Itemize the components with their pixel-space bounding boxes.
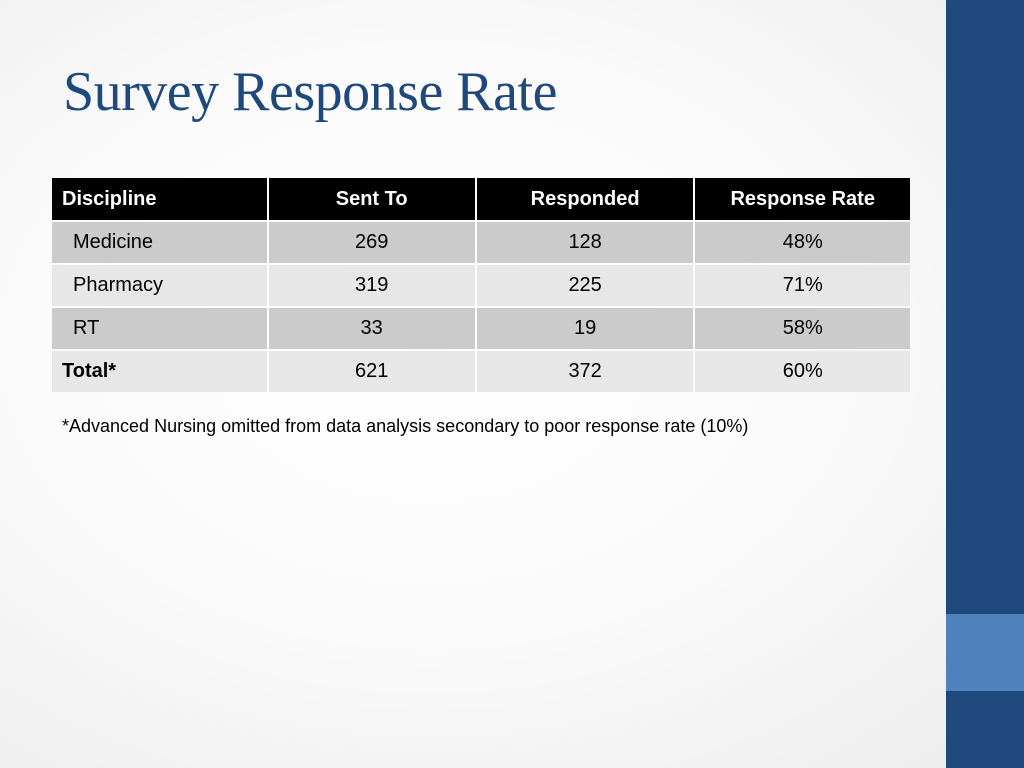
cell-response-rate: 71% bbox=[695, 265, 910, 306]
header-sent-to: Sent To bbox=[268, 178, 475, 220]
table-row: RT 33 19 58% bbox=[52, 308, 910, 349]
slide-title: Survey Response Rate bbox=[63, 61, 557, 123]
cell-responded: 19 bbox=[476, 308, 694, 349]
cell-sent-to: 269 bbox=[268, 222, 475, 263]
header-responded: Responded bbox=[476, 178, 694, 220]
cell-discipline-total: Total* bbox=[52, 351, 267, 392]
cell-discipline: Pharmacy bbox=[52, 265, 267, 306]
cell-responded: 225 bbox=[476, 265, 694, 306]
header-response-rate: Response Rate bbox=[695, 178, 910, 220]
cell-sent-to: 319 bbox=[268, 265, 475, 306]
table-row-total: Total* 621 372 60% bbox=[52, 351, 910, 392]
cell-response-rate: 48% bbox=[695, 222, 910, 263]
table-header-row: Discipline Sent To Responded Response Ra… bbox=[52, 178, 910, 220]
cell-response-rate: 58% bbox=[695, 308, 910, 349]
response-rate-table: Discipline Sent To Responded Response Ra… bbox=[50, 176, 912, 394]
cell-response-rate: 60% bbox=[695, 351, 910, 392]
cell-sent-to: 621 bbox=[268, 351, 475, 392]
cell-discipline: Medicine bbox=[52, 222, 267, 263]
table-row: Medicine 269 128 48% bbox=[52, 222, 910, 263]
footnote: *Advanced Nursing omitted from data anal… bbox=[62, 416, 749, 436]
sidebar-accent-block bbox=[946, 614, 1024, 691]
table-row: Pharmacy 319 225 71% bbox=[52, 265, 910, 306]
cell-sent-to: 33 bbox=[268, 308, 475, 349]
cell-responded: 128 bbox=[476, 222, 694, 263]
header-discipline: Discipline bbox=[52, 178, 267, 220]
cell-discipline: RT bbox=[52, 308, 267, 349]
cell-responded: 372 bbox=[476, 351, 694, 392]
